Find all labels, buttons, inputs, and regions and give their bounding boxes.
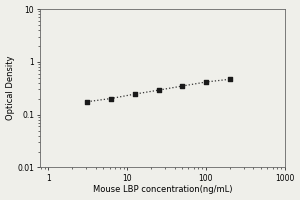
- Point: [85, 100, 90, 103]
- Point: [132, 92, 137, 96]
- X-axis label: Mouse LBP concentration(ng/mL): Mouse LBP concentration(ng/mL): [93, 185, 232, 194]
- Point: [109, 97, 113, 100]
- Point: [227, 78, 232, 81]
- Point: [204, 80, 208, 84]
- Y-axis label: Optical Density: Optical Density: [6, 56, 15, 120]
- Point: [180, 84, 184, 88]
- Point: [156, 89, 161, 92]
